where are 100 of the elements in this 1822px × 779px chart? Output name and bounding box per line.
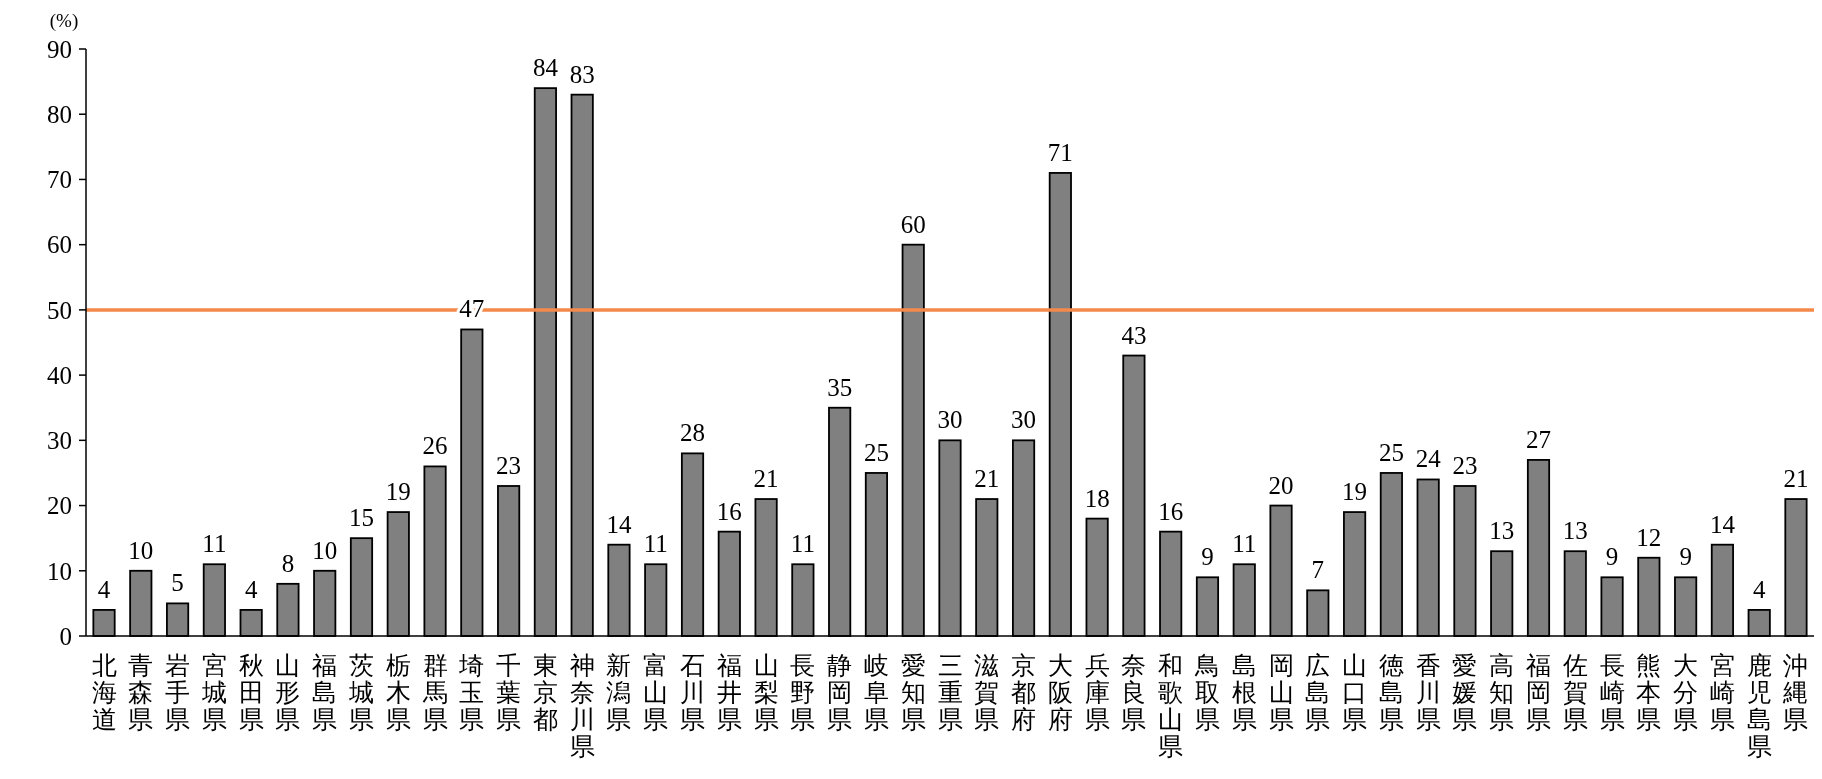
x-tick-label: 広島県 (1305, 652, 1331, 733)
data-label: 11 (790, 530, 815, 558)
data-label: 19 (1342, 478, 1368, 506)
data-label: 21 (753, 465, 779, 493)
x-tick-label: 島根県 (1231, 652, 1257, 733)
data-label: 19 (385, 478, 411, 506)
data-label: 35 (827, 373, 853, 401)
x-tick-label: 新潟県 (606, 652, 632, 733)
x-tick-label: 群馬県 (421, 652, 448, 733)
data-label: 16 (716, 497, 742, 525)
data-label: 23 (1452, 451, 1478, 479)
x-tick-label: 神奈川県 (569, 652, 595, 760)
y-tick-label: 90 (47, 35, 72, 63)
data-label: 60 (900, 210, 926, 238)
data-label: 83 (569, 60, 595, 88)
x-tick-label: 青森県 (128, 652, 154, 733)
data-label: 8 (281, 549, 295, 577)
x-tick-label: 大分県 (1673, 652, 1699, 733)
data-label: 14 (606, 510, 632, 538)
data-label: 25 (1378, 438, 1404, 466)
x-tick-label: 長野県 (790, 652, 816, 733)
x-tick-label: 埼玉県 (458, 652, 485, 733)
x-tick-label: 宮崎県 (1709, 652, 1735, 733)
data-label: 4 (244, 575, 258, 603)
x-tick-label: 香川県 (1415, 652, 1441, 733)
x-tick-label: 福島県 (312, 652, 338, 733)
x-tick-label: 長崎県 (1599, 652, 1625, 733)
x-tick-label: 高知県 (1489, 652, 1515, 733)
y-tick-label: 20 (47, 492, 72, 520)
x-tick-label: 茨城県 (347, 652, 374, 733)
x-tick-label: 鳥取県 (1193, 652, 1220, 733)
x-tick-label: 熊本県 (1636, 652, 1662, 733)
x-tick-label: 山梨県 (753, 652, 779, 733)
data-label: 71 (1047, 138, 1073, 166)
data-label: 5 (171, 569, 184, 597)
x-tick-label: 山形県 (275, 652, 301, 733)
x-tick-label: 京都府 (1011, 652, 1037, 733)
data-label: 18 (1084, 484, 1110, 512)
data-label: 23 (496, 451, 522, 479)
x-tick-label: 富山県 (643, 652, 669, 733)
x-tick-label: 千葉県 (496, 652, 522, 733)
y-tick-label: 70 (47, 166, 72, 194)
x-tick-label: 宮城県 (200, 652, 227, 733)
data-label: 84 (532, 54, 559, 82)
data-label: 21 (974, 465, 1000, 493)
data-label: 26 (422, 432, 448, 460)
data-label: 10 (312, 536, 338, 564)
x-tick-label: 愛媛県 (1452, 652, 1478, 733)
data-label: 20 (1268, 471, 1294, 499)
x-tick-label: 鹿児島県 (1746, 652, 1772, 760)
data-label: 9 (1605, 543, 1619, 571)
data-label: 11 (202, 530, 227, 558)
x-tick-label: 静岡県 (827, 652, 853, 733)
data-label: 30 (937, 406, 963, 434)
data-label: 10 (128, 536, 154, 564)
data-label: 21 (1783, 465, 1809, 493)
data-label: 4 (97, 575, 111, 603)
data-label: 7 (1311, 556, 1325, 584)
data-label: 4 (1752, 575, 1766, 603)
x-tick-label: 三重県 (937, 652, 963, 733)
x-tick-label: 滋賀県 (974, 652, 1000, 733)
x-tick-label: 岐阜県 (863, 652, 889, 733)
data-label: 13 (1489, 517, 1515, 545)
x-tick-label: 大阪府 (1047, 652, 1073, 733)
data-label: 13 (1562, 517, 1588, 545)
x-tick-label: 愛知県 (900, 652, 926, 733)
x-tick-label: 岩手県 (165, 652, 191, 733)
x-tick-label: 北海道 (91, 652, 117, 733)
x-tick-label: 栃木県 (385, 652, 411, 733)
y-tick-label: 60 (47, 231, 72, 259)
x-tick-label: 秋田県 (238, 652, 264, 733)
data-label: 16 (1158, 497, 1184, 525)
data-label: 27 (1526, 425, 1552, 453)
x-tick-label: 福井県 (716, 652, 742, 733)
data-label: 43 (1121, 321, 1147, 349)
y-tick-label: 30 (47, 427, 72, 455)
data-label: 25 (863, 438, 889, 466)
x-tick-label: 徳島県 (1378, 652, 1404, 733)
x-tick-label: 山口県 (1342, 652, 1368, 733)
y-tick-label: 10 (47, 557, 72, 585)
data-label: 30 (1011, 406, 1037, 434)
data-label: 24 (1415, 445, 1442, 473)
x-tick-label: 佐賀県 (1562, 652, 1588, 733)
data-label: 9 (1679, 543, 1692, 571)
y-tick-label: 50 (47, 296, 72, 324)
x-tick-label: 兵庫県 (1084, 652, 1110, 733)
x-tick-label: 石川県 (680, 652, 706, 733)
data-label: 14 (1709, 510, 1736, 538)
data-label: 11 (1232, 530, 1257, 558)
x-tick-label: 奈良県 (1121, 652, 1147, 733)
y-tick-label: 40 (47, 361, 72, 389)
y-axis-title: (%) (49, 10, 79, 32)
x-tick-label: 岡山県 (1268, 652, 1294, 733)
data-label: 9 (1201, 543, 1214, 571)
data-label: 12 (1636, 523, 1662, 551)
x-tick-label: 東京都 (532, 652, 558, 733)
y-tick-label: 80 (47, 100, 72, 128)
data-label: 15 (348, 504, 374, 532)
x-tick-label: 和歌山県 (1158, 652, 1184, 760)
data-label: 11 (643, 530, 668, 558)
